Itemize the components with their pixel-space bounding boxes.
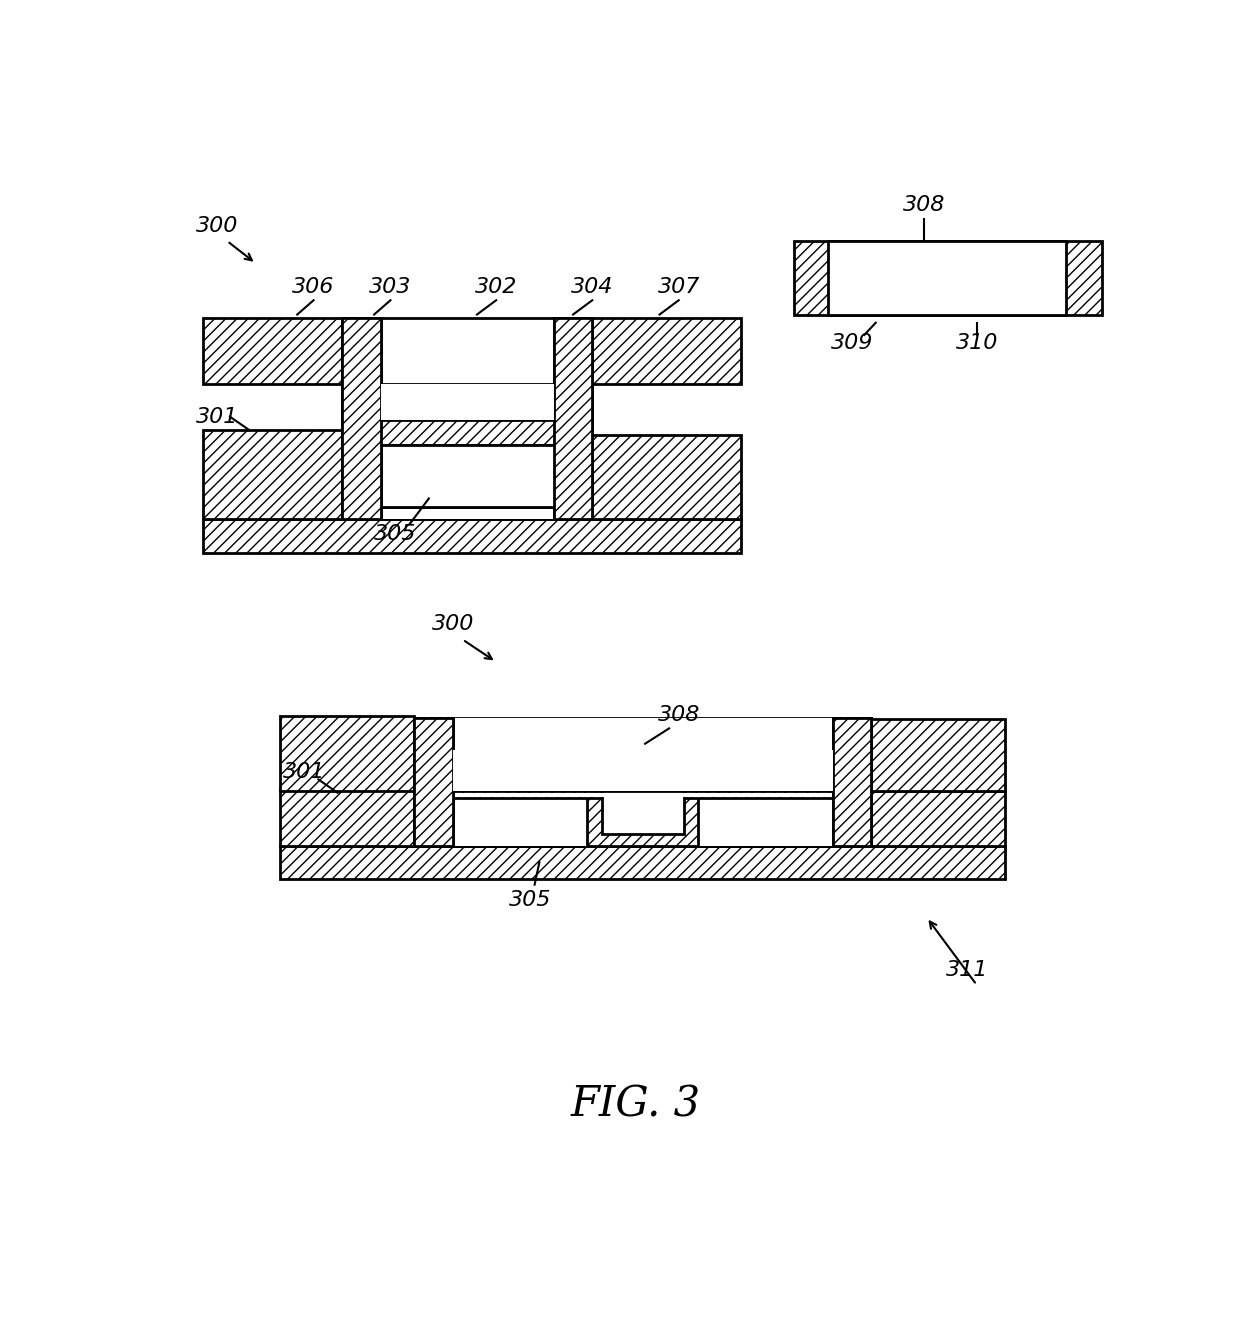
Text: 309: 309: [831, 333, 873, 353]
Text: 303: 303: [370, 277, 412, 297]
Text: 308: 308: [903, 195, 945, 215]
Bar: [203, 430, 342, 519]
Bar: [453, 750, 832, 791]
Bar: [832, 718, 870, 845]
Text: 300: 300: [196, 216, 238, 236]
Text: 306: 306: [293, 277, 335, 297]
Bar: [794, 242, 1101, 314]
Bar: [870, 791, 1006, 845]
Text: 300: 300: [432, 614, 474, 634]
Bar: [453, 792, 832, 833]
Bar: [371, 419, 568, 446]
Bar: [342, 317, 381, 519]
Bar: [588, 791, 698, 845]
Bar: [203, 317, 342, 384]
Bar: [342, 317, 381, 519]
Bar: [455, 792, 831, 796]
Text: 301: 301: [283, 762, 325, 783]
Bar: [593, 317, 742, 384]
Bar: [414, 718, 453, 845]
Bar: [832, 718, 870, 845]
Bar: [554, 317, 593, 519]
Bar: [453, 791, 832, 798]
Bar: [203, 519, 742, 552]
Bar: [371, 435, 568, 507]
Bar: [381, 435, 554, 519]
Text: 308: 308: [657, 705, 699, 725]
Bar: [828, 242, 1066, 314]
Bar: [371, 435, 568, 507]
Bar: [381, 446, 558, 507]
Text: FIG. 3: FIG. 3: [570, 1083, 701, 1125]
Bar: [453, 792, 832, 833]
Bar: [280, 788, 414, 845]
Bar: [601, 791, 683, 833]
Text: 301: 301: [196, 407, 238, 427]
Bar: [280, 845, 1006, 878]
Bar: [342, 317, 593, 384]
Text: 310: 310: [956, 333, 998, 353]
Bar: [381, 446, 558, 507]
Text: 305: 305: [374, 524, 417, 544]
Text: 302: 302: [475, 277, 517, 297]
Bar: [453, 718, 832, 845]
Bar: [381, 384, 554, 419]
Bar: [601, 791, 683, 833]
Bar: [828, 242, 1066, 314]
Text: 311: 311: [946, 959, 988, 979]
Bar: [381, 384, 558, 419]
Bar: [414, 718, 870, 791]
Bar: [870, 719, 1006, 791]
Bar: [414, 792, 870, 845]
Bar: [371, 435, 568, 507]
Bar: [554, 317, 593, 519]
Bar: [593, 435, 742, 519]
Bar: [280, 717, 414, 791]
Text: 304: 304: [572, 277, 614, 297]
Text: 305: 305: [508, 890, 551, 910]
Bar: [455, 750, 831, 791]
Bar: [381, 384, 554, 435]
Bar: [414, 718, 453, 845]
Bar: [342, 435, 593, 519]
Text: 307: 307: [657, 277, 699, 297]
